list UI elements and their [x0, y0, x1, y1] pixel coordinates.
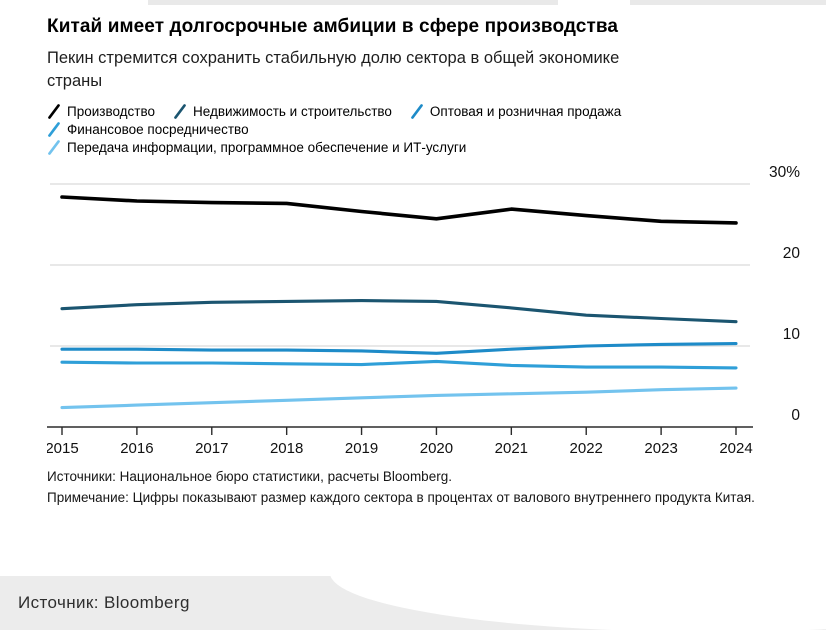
- legend-slash-icon: [48, 103, 60, 119]
- legend-row: Производство Недвижимость и строительство…: [47, 104, 826, 119]
- y-tick-label-10: 10: [783, 326, 801, 343]
- legend-item-1: Недвижимость и строительство: [173, 104, 392, 119]
- y-tick-label-0: 0: [791, 407, 800, 424]
- x-tick-label-2016: 2016: [120, 440, 153, 457]
- bottom-bar: Источник: Bloomberg: [0, 576, 826, 630]
- legend-slash-icon: [48, 121, 60, 137]
- methodology-note: Примечание: Цифры показывают размер кажд…: [47, 489, 755, 505]
- legend-item-0: Производство: [47, 104, 155, 119]
- series-line-1: [60, 298, 738, 324]
- top-border-segment-left: [148, 0, 558, 5]
- sources-note: Источники: Национальное бюро статистики,…: [47, 468, 452, 484]
- x-tick-label-2018: 2018: [270, 440, 303, 457]
- legend-item-2: Оптовая и розничная продажа: [410, 104, 621, 119]
- legend-row: Передача информации, программное обеспеч…: [47, 140, 826, 155]
- legend-row: Финансовое посредничество: [47, 122, 826, 137]
- x-tick-label-2021: 2021: [495, 440, 528, 457]
- chart-title: Китай имеет долгосрочные амбиции в сфере…: [47, 16, 619, 37]
- series-line-2: [60, 341, 738, 355]
- series-line-0: [60, 195, 738, 225]
- legend-item-3: Финансовое посредничество: [47, 122, 249, 137]
- series-line-3: [60, 359, 738, 370]
- legend: Производство Недвижимость и строительство…: [47, 104, 826, 155]
- bottom-source-label: Источник: Bloomberg: [18, 593, 190, 612]
- legend-slash-icon: [174, 103, 186, 119]
- x-tick-label-2020: 2020: [420, 440, 453, 457]
- legend-item-label: Передача информации, программное обеспеч…: [67, 139, 467, 155]
- legend-slash-icon: [48, 139, 60, 155]
- legend-item-label: Производство: [67, 103, 156, 119]
- legend-item-4: Передача информации, программное обеспеч…: [47, 140, 466, 155]
- x-tick-label-2023: 2023: [644, 440, 677, 457]
- legend-item-label: Недвижимость и строительство: [193, 103, 392, 119]
- x-tick-label-2015: 2015: [47, 440, 79, 457]
- x-tick-label-2017: 2017: [195, 440, 228, 457]
- x-tick-label-2024: 2024: [719, 440, 752, 457]
- curve-decoration: [330, 576, 826, 630]
- chart-card: Китай имеет долгосрочные амбиции в сфере…: [47, 16, 826, 509]
- line-chart: 0 10 20 30% 2015 2016 2017 2018 2019 2020 2021 2022…: [47, 164, 801, 457]
- x-tick-label-2022: 2022: [570, 440, 603, 457]
- x-tick-label-2019: 2019: [345, 440, 378, 457]
- y-tick-label-20: 20: [783, 245, 801, 262]
- legend-item-label: Финансовое посредничество: [67, 121, 249, 137]
- footnote-block: Источники: Национальное бюро статистики,…: [47, 467, 826, 509]
- series-line-4: [60, 386, 738, 409]
- top-border-segment-right: [630, 0, 826, 5]
- y-tick-label-30: 30%: [769, 164, 800, 181]
- chart-area: 0 10 20 30% 2015 2016 2017 2018 2019 2020 2021 2022…: [47, 159, 826, 461]
- legend-item-label: Оптовая и розничная продажа: [429, 103, 622, 119]
- legend-slash-icon: [411, 103, 423, 119]
- chart-subtitle: Пекин стремится сохранить стабильную дол…: [47, 49, 620, 91]
